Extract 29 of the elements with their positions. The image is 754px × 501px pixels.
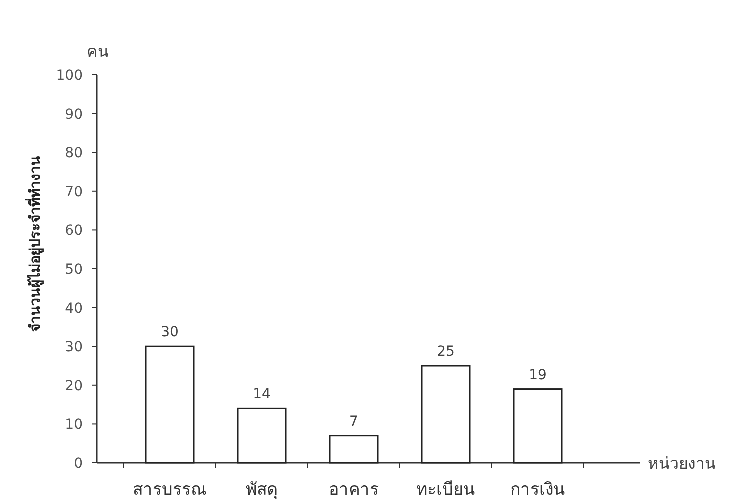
x-tick-label: สารบรรณ (133, 480, 207, 500)
x-tick-label: ทะเบียน (416, 480, 476, 500)
y-tick-label: 10 (65, 417, 83, 434)
data-label: 19 (529, 367, 547, 384)
text: คน (87, 42, 109, 61)
y-tick-label: 100 (56, 68, 83, 84)
bar (145, 346, 195, 464)
y-tick-label: 80 (65, 146, 83, 162)
y-tick-label: 0 (74, 456, 83, 472)
y-tick-label: 30 (65, 340, 83, 356)
data-label: 7 (350, 414, 358, 430)
data-label: 14 (253, 386, 271, 403)
y-tick-label: 60 (65, 223, 83, 240)
x-tick-label: การเงิน (510, 480, 566, 500)
y-tick-label: 70 (65, 184, 83, 200)
y-tick-label: 50 (65, 262, 83, 278)
x-axis-title: หน่วยงาน (648, 454, 716, 473)
data-label: 30 (161, 324, 179, 341)
bar (421, 365, 471, 464)
bar (513, 388, 563, 464)
y-tick-label: 20 (65, 378, 83, 394)
bar (329, 435, 379, 464)
x-tick-label: อาคาร (329, 480, 379, 500)
data-label: 25 (437, 344, 455, 360)
y-axis-title: จำนวนผู้ไม่อยู่ประจำที่ทำงาน (25, 156, 44, 332)
y-tick-label: 40 (65, 300, 83, 317)
bar (237, 408, 287, 464)
y-tick-label: 90 (65, 106, 83, 123)
x-tick-label: พัสดุ (246, 480, 278, 500)
